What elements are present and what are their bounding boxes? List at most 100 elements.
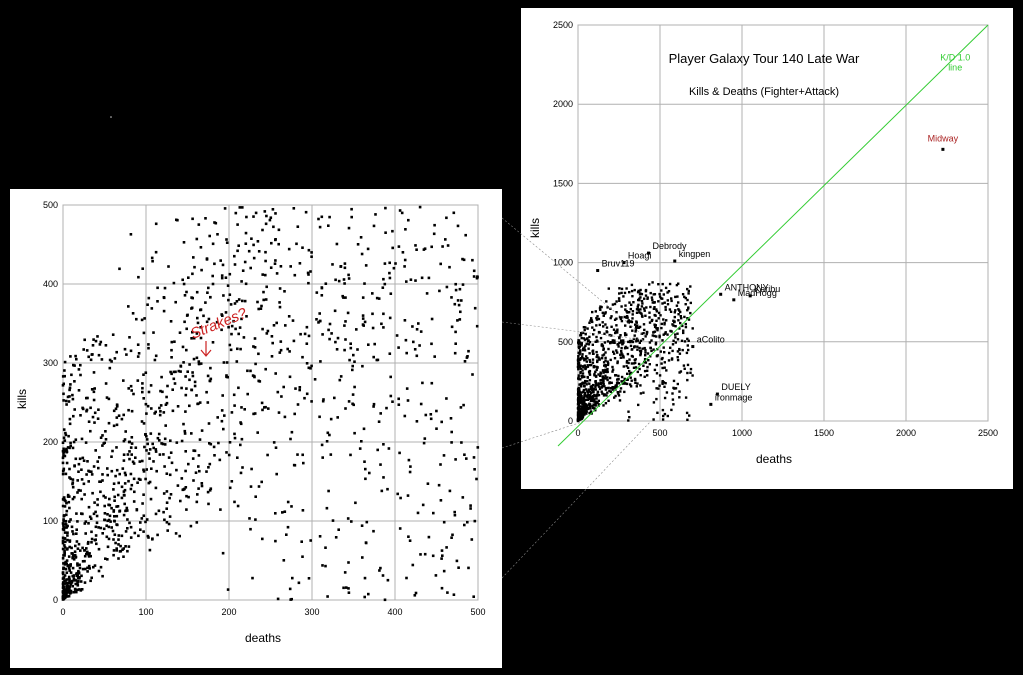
data-point: [71, 393, 74, 397]
data-point: [241, 206, 244, 209]
data-point: [68, 506, 71, 510]
data-point: [199, 336, 203, 340]
data-point: [171, 409, 175, 413]
data-point: [301, 555, 304, 558]
data-point: [211, 242, 215, 246]
data-point: [618, 299, 621, 302]
data-point: [687, 289, 690, 293]
data-point: [236, 249, 239, 253]
data-point: [582, 366, 585, 369]
data-point: [206, 401, 210, 404]
data-point: [630, 362, 634, 365]
data-point: [195, 356, 199, 360]
data-point: [265, 285, 268, 289]
data-point: [653, 313, 656, 317]
data-point: [183, 429, 187, 433]
data-point: [191, 374, 195, 378]
data-point: [145, 518, 149, 521]
data-point: [66, 534, 69, 537]
data-point: [280, 395, 283, 398]
data-point: [651, 301, 654, 304]
data-point: [683, 295, 686, 299]
data-point: [277, 242, 280, 246]
data-point: [437, 483, 441, 487]
data-point: [581, 353, 584, 356]
data-point: [415, 248, 418, 251]
data-point: [195, 500, 199, 504]
data-point: [576, 414, 580, 417]
data-point: [592, 406, 595, 409]
data-point: [639, 311, 642, 315]
data-point: [145, 412, 148, 415]
data-point: [613, 302, 617, 306]
data-point: [149, 384, 153, 387]
data-point: [595, 324, 598, 327]
data-point: [586, 327, 589, 330]
data-point: [588, 382, 591, 385]
data-point: [65, 403, 68, 406]
data-point: [61, 375, 65, 378]
data-point: [600, 305, 603, 309]
data-point: [376, 358, 380, 362]
data-point: [439, 262, 442, 266]
data-point: [611, 303, 615, 306]
data-point: [593, 398, 596, 401]
data-point: [347, 273, 350, 277]
data-point: [315, 318, 318, 321]
data-point: [351, 364, 354, 368]
data-point: [396, 492, 399, 496]
data-point: [342, 586, 345, 590]
data-point: [238, 326, 242, 329]
data-point: [588, 360, 592, 363]
data-point: [193, 380, 197, 384]
data-point: [596, 355, 599, 358]
data-point: [117, 538, 120, 541]
data-point: [250, 467, 253, 471]
data-point: [580, 398, 583, 401]
data-point: [652, 418, 655, 421]
data-point: [601, 354, 604, 357]
data-point: [64, 433, 68, 437]
data-point: [143, 445, 146, 449]
data-point: [682, 364, 686, 367]
data-point: [148, 548, 152, 552]
data-point: [63, 551, 66, 555]
data-point: [589, 405, 592, 409]
data-point: [61, 384, 65, 387]
data-point: [241, 466, 244, 469]
data-point: [589, 410, 593, 413]
data-point: [454, 458, 457, 461]
overview-x-axis-label: deaths: [756, 452, 792, 466]
data-point: [584, 333, 587, 336]
data-point: [260, 304, 263, 308]
data-point: [68, 422, 72, 426]
data-point: [81, 546, 84, 550]
labeled-point-marker: [596, 269, 600, 273]
data-point: [383, 282, 387, 286]
data-point: [673, 311, 676, 314]
data-point: [252, 256, 256, 260]
data-point: [684, 296, 687, 300]
data-point: [135, 508, 139, 511]
data-point: [185, 508, 188, 511]
data-point: [580, 342, 583, 345]
data-point: [640, 299, 644, 303]
data-point: [355, 328, 358, 331]
data-point: [157, 432, 161, 436]
data-point: [180, 386, 183, 390]
data-point: [276, 390, 280, 394]
data-point: [619, 353, 622, 356]
data-point: [633, 288, 636, 292]
data-point: [249, 369, 252, 373]
data-point: [681, 348, 684, 352]
data-point: [118, 509, 122, 513]
data-point: [147, 296, 151, 300]
data-point: [361, 556, 364, 559]
y-tick-label: 300: [43, 358, 58, 368]
data-point: [418, 344, 421, 347]
data-point: [643, 369, 647, 373]
data-point: [343, 282, 346, 285]
data-point: [454, 330, 457, 334]
data-point: [616, 381, 619, 384]
data-point: [643, 309, 646, 312]
